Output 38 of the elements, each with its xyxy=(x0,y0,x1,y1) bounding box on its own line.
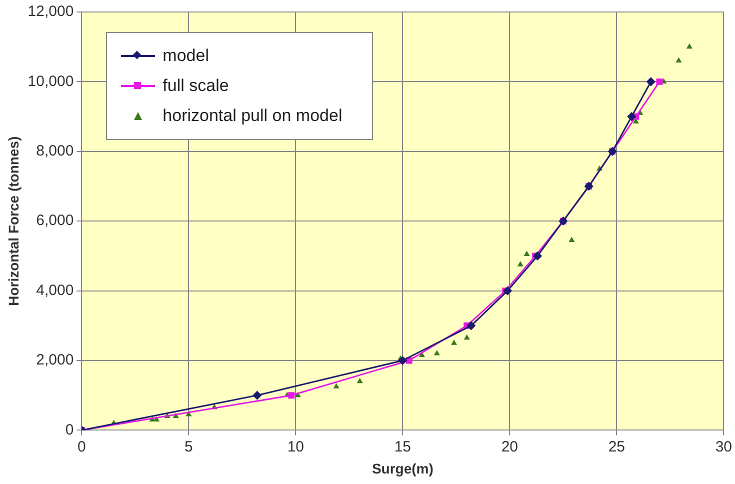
point xyxy=(524,250,530,256)
legend-label: model xyxy=(162,46,209,66)
x-tick-label: 10 xyxy=(287,438,304,456)
y-tick-label: 4,000 xyxy=(36,282,74,299)
point xyxy=(288,392,295,399)
point xyxy=(398,356,407,365)
y-tick-label: 6,000 xyxy=(36,212,74,230)
legend-label: horizontal pull on model xyxy=(162,106,342,126)
point xyxy=(466,321,476,330)
y-tick-label: 0 xyxy=(65,421,74,438)
x-tick-label: 5 xyxy=(184,438,193,456)
point xyxy=(503,286,512,296)
point xyxy=(676,57,682,63)
point xyxy=(434,350,440,356)
x-tick-label: 20 xyxy=(501,438,518,456)
point xyxy=(627,112,636,121)
x-tick-label: 30 xyxy=(715,438,732,456)
point xyxy=(686,43,692,49)
point xyxy=(568,236,575,242)
legend-label: full scale xyxy=(162,76,229,96)
y-tick-label: 12,000 xyxy=(28,3,74,20)
y-tick-label: 8,000 xyxy=(36,142,74,160)
y-axis-title: Horizontal Force (tonnes) xyxy=(5,136,22,306)
x-axis-title: Surge(m) xyxy=(372,460,434,476)
x-tick-label: 25 xyxy=(608,438,626,456)
y-tick-label: 10,000 xyxy=(28,72,74,90)
point xyxy=(656,78,663,85)
point xyxy=(533,252,542,260)
y-tick-label: 2,000 xyxy=(36,352,74,369)
point xyxy=(464,334,470,340)
point xyxy=(252,391,262,400)
point xyxy=(333,383,340,388)
point xyxy=(450,340,458,345)
point xyxy=(356,378,363,384)
point xyxy=(517,261,524,266)
x-tick-label: 15 xyxy=(394,438,412,456)
point xyxy=(646,77,656,86)
x-tick-label: 0 xyxy=(78,438,86,456)
